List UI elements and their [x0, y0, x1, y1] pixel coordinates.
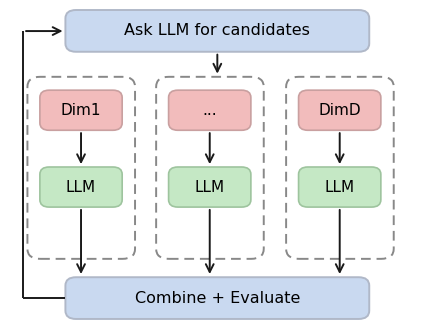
FancyBboxPatch shape: [40, 90, 122, 130]
FancyBboxPatch shape: [65, 277, 369, 319]
Text: DimD: DimD: [318, 103, 361, 118]
Text: LLM: LLM: [66, 180, 96, 194]
FancyBboxPatch shape: [169, 90, 251, 130]
Text: LLM: LLM: [325, 180, 355, 194]
Text: Ask LLM for candidates: Ask LLM for candidates: [124, 23, 310, 38]
Text: Combine + Evaluate: Combine + Evaluate: [135, 291, 300, 306]
FancyBboxPatch shape: [65, 10, 369, 52]
FancyBboxPatch shape: [169, 167, 251, 207]
FancyBboxPatch shape: [40, 167, 122, 207]
Text: ...: ...: [203, 103, 217, 118]
Text: LLM: LLM: [195, 180, 225, 194]
FancyBboxPatch shape: [299, 90, 381, 130]
FancyBboxPatch shape: [299, 167, 381, 207]
Text: Dim1: Dim1: [61, 103, 101, 118]
